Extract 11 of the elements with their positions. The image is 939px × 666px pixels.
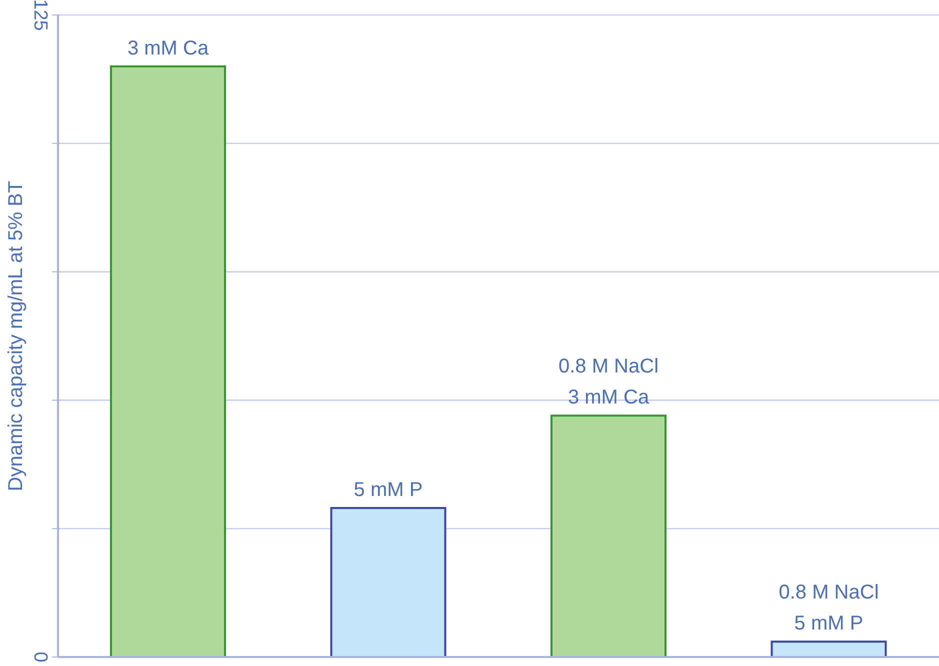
bar	[770, 640, 887, 657]
x-tick-label: 0.8 M NaCl 5 mM P	[778, 582, 879, 635]
bar	[330, 507, 446, 657]
x-tick-label: 0.8 M NaCl 3 mM Ca	[558, 356, 659, 409]
y-axis-title: Dynamic capacity mg/mL at 5% BT	[5, 180, 28, 492]
x-tick-label: 3 mM Ca	[127, 37, 210, 60]
x-tick-label: 5 mM P	[354, 479, 423, 502]
y-tick-label: 0	[30, 652, 50, 662]
bar	[110, 65, 226, 657]
y-tick-label: 125	[30, 0, 50, 31]
bar	[550, 414, 666, 657]
